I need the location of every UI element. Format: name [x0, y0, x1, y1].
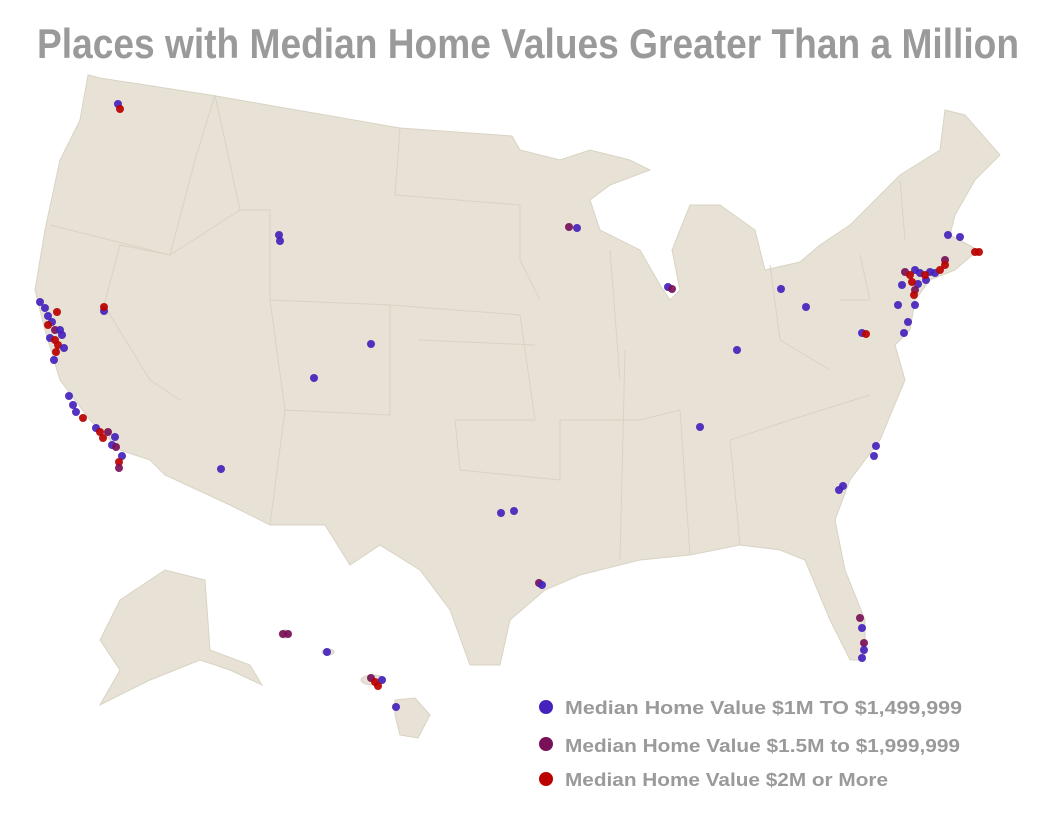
legend-swatch-tier1 [539, 700, 553, 714]
place-marker-tier2 [284, 630, 292, 638]
place-marker-tier1 [510, 507, 518, 515]
place-marker-tier1 [956, 233, 964, 241]
place-marker-tier3 [100, 303, 108, 311]
place-marker-tier1 [275, 231, 283, 239]
place-marker-tier3 [921, 271, 929, 279]
place-marker-tier1 [696, 423, 704, 431]
place-marker-tier1 [217, 465, 225, 473]
legend-swatch-tier2 [539, 737, 553, 751]
place-marker-tier1 [870, 452, 878, 460]
state-borders [49, 94, 906, 561]
place-marker-tier3 [116, 105, 124, 113]
place-marker-tier1 [378, 676, 386, 684]
legend-label-tier1: Median Home Value $1M TO $1,499,999 [565, 698, 962, 718]
map-title: Places with Median Home Values Greater T… [37, 20, 1019, 67]
place-marker-tier3 [53, 308, 61, 316]
place-marker-tier1 [802, 303, 810, 311]
place-marker-tier3 [79, 414, 87, 422]
place-marker-tier2 [115, 464, 123, 472]
place-marker-tier3 [99, 434, 107, 442]
place-marker-tier3 [975, 248, 983, 256]
contiguous-us-landmass [34, 74, 1001, 666]
place-marker-tier1 [898, 281, 906, 289]
place-marker-tier1 [60, 344, 68, 352]
place-marker-tier1 [894, 301, 902, 309]
place-marker-tier1 [777, 285, 785, 293]
place-marker-tier3 [906, 271, 914, 279]
place-marker-tier3 [96, 428, 104, 436]
place-marker-tier1 [858, 654, 866, 662]
hawaii-island-big [394, 697, 431, 739]
place-marker-tier1 [69, 401, 77, 409]
place-marker-tier2 [856, 614, 864, 622]
alaska [98, 569, 264, 707]
place-markers [36, 100, 983, 711]
place-marker-tier3 [115, 458, 123, 466]
place-marker-tier2 [668, 285, 676, 293]
place-marker-tier1 [911, 301, 919, 309]
place-marker-tier2 [565, 223, 573, 231]
place-marker-tier1 [900, 329, 908, 337]
place-marker-tier1 [392, 703, 400, 711]
place-marker-tier3 [862, 330, 870, 338]
place-marker-tier1 [323, 648, 331, 656]
place-marker-tier1 [538, 581, 546, 589]
place-marker-tier2 [860, 639, 868, 647]
place-marker-tier3 [374, 682, 382, 690]
place-marker-tier1 [310, 374, 318, 382]
place-marker-tier1 [835, 486, 843, 494]
hawaii [278, 629, 431, 739]
place-marker-tier1 [276, 237, 284, 245]
place-marker-tier1 [44, 312, 52, 320]
place-marker-tier1 [58, 331, 66, 339]
place-marker-tier2 [112, 443, 120, 451]
place-marker-tier1 [41, 304, 49, 312]
place-marker-tier3 [936, 266, 944, 274]
place-marker-tier1 [573, 224, 581, 232]
legend: Median Home Value $1M TO $1,499,999 Medi… [539, 698, 962, 790]
place-marker-tier3 [941, 261, 949, 269]
place-marker-tier1 [65, 392, 73, 400]
place-marker-tier3 [52, 348, 60, 356]
place-marker-tier1 [733, 346, 741, 354]
place-marker-tier3 [54, 341, 62, 349]
place-marker-tier3 [908, 278, 916, 286]
alaska-landmass [98, 569, 264, 707]
place-marker-tier3 [44, 321, 52, 329]
place-marker-tier3 [910, 291, 918, 299]
legend-label-tier2: Median Home Value $1.5M to $1,999,999 [565, 736, 960, 756]
place-marker-tier1 [497, 509, 505, 517]
legend-label-tier3: Median Home Value $2M or More [565, 770, 888, 790]
place-marker-tier1 [858, 624, 866, 632]
place-marker-tier1 [36, 298, 44, 306]
place-marker-tier1 [904, 318, 912, 326]
place-marker-tier1 [111, 433, 119, 441]
place-marker-tier1 [118, 452, 126, 460]
place-marker-tier1 [944, 231, 952, 239]
place-marker-tier1 [367, 340, 375, 348]
place-marker-tier1 [872, 442, 880, 450]
place-marker-tier2 [104, 428, 112, 436]
place-marker-tier1 [860, 646, 868, 654]
place-marker-tier1 [72, 408, 80, 416]
contiguous-us [34, 74, 1001, 666]
place-marker-tier1 [50, 356, 58, 364]
legend-swatch-tier3 [539, 772, 553, 786]
